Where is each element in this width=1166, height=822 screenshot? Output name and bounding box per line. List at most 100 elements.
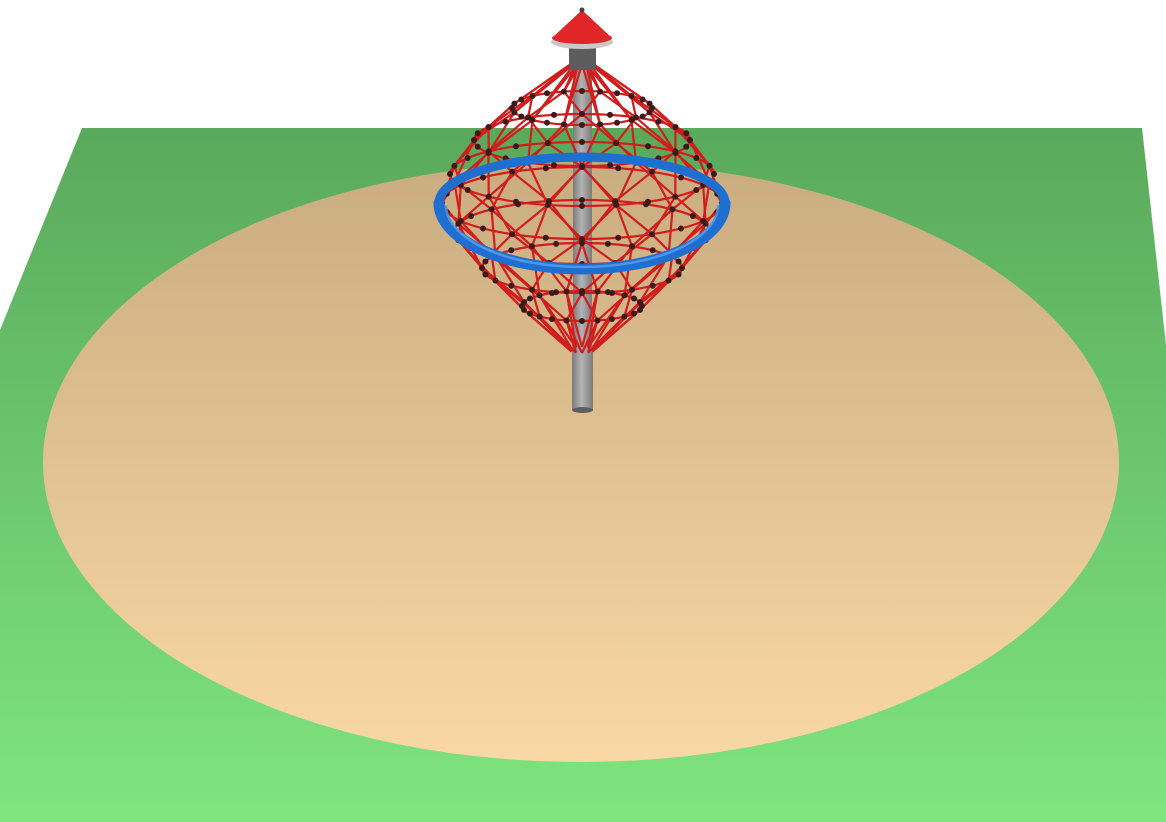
net-knot	[544, 119, 550, 126]
cap-cone-base	[552, 32, 612, 44]
net-knot	[579, 240, 585, 246]
net-knot	[511, 109, 518, 116]
net-knot	[488, 206, 495, 213]
net-knot	[711, 171, 717, 177]
ring-front-half	[433, 197, 731, 275]
net-knot	[678, 174, 684, 181]
net-knot	[549, 316, 555, 322]
net-knot	[629, 243, 635, 250]
net-knot	[607, 162, 613, 169]
net-knot	[509, 105, 515, 111]
net-knot	[482, 258, 489, 265]
net-knot	[693, 155, 700, 161]
net-knot	[683, 143, 690, 150]
net-knot	[646, 100, 653, 107]
net-knot	[521, 299, 527, 306]
net-knot	[672, 148, 679, 155]
net-knot	[609, 316, 615, 322]
net-knot	[551, 162, 557, 169]
net-knot	[614, 119, 620, 126]
net-knot	[579, 203, 585, 209]
net-knot	[549, 290, 555, 296]
net-knot	[594, 288, 601, 295]
net-knot	[447, 171, 453, 177]
net-knot	[637, 306, 643, 313]
net-knot	[597, 121, 604, 128]
net-knot	[563, 288, 570, 295]
net-knot	[687, 137, 693, 143]
net-knot	[655, 118, 662, 125]
net-knot	[628, 93, 635, 99]
net-knot	[482, 271, 489, 278]
net-knot	[645, 143, 651, 150]
net-knot	[628, 117, 635, 123]
net-knot	[612, 198, 619, 205]
pole-lower	[572, 345, 593, 410]
net-knot	[678, 225, 684, 232]
net-knot	[621, 313, 628, 320]
net-knot	[631, 310, 637, 317]
net-knot	[474, 130, 481, 137]
net-knot	[621, 292, 628, 299]
net-knot	[579, 197, 585, 203]
net-knot	[613, 140, 620, 147]
net-knot	[542, 165, 549, 172]
net-knot	[508, 282, 515, 289]
net-knot	[693, 187, 700, 193]
net-knot	[529, 243, 535, 250]
cap-cone	[552, 10, 612, 38]
net-knot	[536, 313, 543, 320]
net-knot	[529, 286, 535, 293]
net-knot	[508, 247, 515, 254]
net-knot	[471, 137, 477, 143]
net-knot	[669, 206, 676, 213]
net-knot	[509, 168, 515, 175]
net-knot	[542, 234, 549, 241]
cap-tip	[579, 7, 585, 13]
net-knot	[639, 113, 646, 120]
net-knot	[597, 88, 604, 95]
net-knot	[579, 318, 585, 324]
net-knot	[544, 90, 550, 97]
net-knot	[560, 121, 567, 128]
net-knot	[675, 258, 682, 265]
net-knot	[615, 165, 622, 172]
blue-hoop-ring	[433, 152, 731, 275]
net-knot	[485, 124, 492, 130]
net-knot	[633, 114, 639, 121]
net-knot	[529, 93, 536, 99]
net-knot	[706, 162, 713, 169]
net-knot	[689, 213, 696, 219]
net-knot	[551, 111, 557, 118]
net-knot	[579, 88, 585, 94]
net-knot	[474, 143, 481, 150]
net-knot	[649, 105, 655, 111]
net-knot	[525, 114, 531, 121]
net-knot	[527, 295, 533, 302]
net-knot	[518, 96, 525, 103]
net-knot	[649, 247, 656, 254]
net-knot	[629, 286, 635, 293]
net-knot	[545, 198, 552, 205]
net-knot	[579, 164, 585, 170]
net-knot	[579, 288, 585, 294]
net-knot	[649, 282, 656, 289]
net-knot	[672, 193, 679, 200]
net-knot	[455, 220, 462, 227]
net-knot	[609, 290, 615, 296]
net-knot	[529, 117, 536, 123]
net-knot	[649, 231, 655, 238]
net-knot	[492, 277, 499, 284]
net-knot	[509, 231, 515, 238]
net-knot	[639, 96, 646, 103]
net-knot	[468, 213, 475, 219]
pole-upper	[573, 58, 592, 348]
net-knot	[536, 292, 543, 299]
net-knot	[675, 271, 682, 278]
net-knot	[614, 90, 620, 97]
net-knot	[553, 240, 560, 247]
net-knot	[544, 140, 551, 147]
sand-safety-area	[43, 162, 1119, 762]
net-knot	[527, 310, 533, 317]
